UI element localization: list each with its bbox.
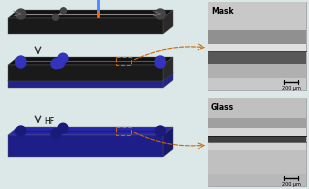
Bar xyxy=(208,150,306,174)
Polygon shape xyxy=(8,127,173,135)
Polygon shape xyxy=(163,57,173,81)
Polygon shape xyxy=(8,57,173,65)
Circle shape xyxy=(16,9,26,19)
Circle shape xyxy=(155,58,165,68)
Bar xyxy=(208,98,306,118)
Polygon shape xyxy=(8,10,173,18)
Circle shape xyxy=(155,126,165,136)
Polygon shape xyxy=(8,18,163,34)
Circle shape xyxy=(54,58,65,68)
Circle shape xyxy=(58,123,68,133)
Bar xyxy=(116,127,131,135)
Bar xyxy=(208,2,306,90)
Bar xyxy=(208,128,306,136)
Circle shape xyxy=(155,9,165,19)
Text: 200 μm: 200 μm xyxy=(281,182,300,187)
Circle shape xyxy=(155,56,165,66)
Polygon shape xyxy=(163,10,173,34)
Text: Mask: Mask xyxy=(211,7,234,16)
Polygon shape xyxy=(163,72,173,88)
Bar xyxy=(208,98,306,186)
Circle shape xyxy=(16,126,26,136)
Bar xyxy=(116,57,131,65)
Polygon shape xyxy=(8,135,163,157)
Circle shape xyxy=(16,56,26,66)
Bar xyxy=(208,30,306,44)
Bar xyxy=(208,136,306,142)
Circle shape xyxy=(54,58,65,68)
Text: 200 μm: 200 μm xyxy=(281,86,300,91)
Polygon shape xyxy=(8,72,173,80)
Text: Glass: Glass xyxy=(211,103,234,112)
Bar xyxy=(208,118,306,128)
Circle shape xyxy=(53,14,58,20)
Bar xyxy=(208,64,306,78)
Circle shape xyxy=(58,53,68,63)
Bar xyxy=(208,78,306,90)
Circle shape xyxy=(51,129,61,139)
Bar xyxy=(208,174,306,186)
Bar xyxy=(208,44,306,52)
Circle shape xyxy=(61,8,66,14)
Text: HF: HF xyxy=(44,118,54,126)
Bar xyxy=(208,142,306,150)
Bar xyxy=(208,2,306,30)
Circle shape xyxy=(51,59,61,69)
Circle shape xyxy=(16,58,26,68)
Polygon shape xyxy=(163,127,173,157)
Bar xyxy=(208,52,306,64)
Polygon shape xyxy=(8,65,163,81)
Polygon shape xyxy=(8,80,163,88)
